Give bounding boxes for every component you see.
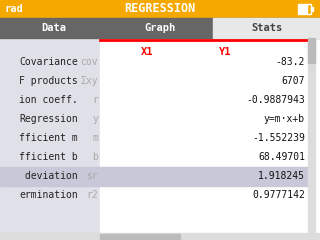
Text: r2: r2 — [86, 190, 98, 200]
Text: Y1: Y1 — [219, 47, 231, 57]
Text: ermination: ermination — [19, 190, 78, 200]
Bar — [299, 5, 307, 13]
Bar — [100, 38, 308, 240]
Text: F products: F products — [19, 76, 78, 86]
Bar — [311, 7, 313, 11]
Text: Graph: Graph — [144, 23, 176, 33]
Text: y: y — [92, 114, 98, 124]
Text: Stats: Stats — [251, 23, 282, 33]
Bar — [213, 18, 320, 38]
Bar — [308, 38, 315, 63]
Bar — [308, 38, 315, 233]
Text: Regression: Regression — [19, 114, 78, 124]
Text: 1.918245: 1.918245 — [258, 171, 305, 181]
Text: -1.552239: -1.552239 — [252, 133, 305, 143]
Text: Σxy: Σxy — [80, 76, 98, 86]
Text: sr: sr — [86, 171, 98, 181]
Bar — [100, 234, 180, 239]
Text: m: m — [92, 133, 98, 143]
Text: rad: rad — [5, 4, 24, 14]
Text: 0.9777142: 0.9777142 — [252, 190, 305, 200]
Bar — [0, 38, 100, 240]
Bar — [0, 18, 320, 38]
Bar — [0, 0, 320, 18]
Bar — [0, 167, 308, 186]
Text: 6707: 6707 — [282, 76, 305, 86]
Text: -83.2: -83.2 — [276, 57, 305, 67]
Text: X1: X1 — [141, 47, 153, 57]
Text: r: r — [92, 95, 98, 105]
Text: b: b — [92, 152, 98, 162]
Text: 68.49701: 68.49701 — [258, 152, 305, 162]
Text: y=m·x+b: y=m·x+b — [264, 114, 305, 124]
Text: -0.9887943: -0.9887943 — [246, 95, 305, 105]
Text: ion coeff.: ion coeff. — [19, 95, 78, 105]
Text: Data: Data — [41, 23, 66, 33]
Text: REGRESSION: REGRESSION — [124, 2, 196, 16]
Text: fficient m: fficient m — [19, 133, 78, 143]
Text: deviation: deviation — [19, 171, 78, 181]
Bar — [0, 233, 320, 240]
Text: cov: cov — [80, 57, 98, 67]
Bar — [298, 4, 311, 14]
Text: fficient b: fficient b — [19, 152, 78, 162]
Text: Covariance: Covariance — [19, 57, 78, 67]
